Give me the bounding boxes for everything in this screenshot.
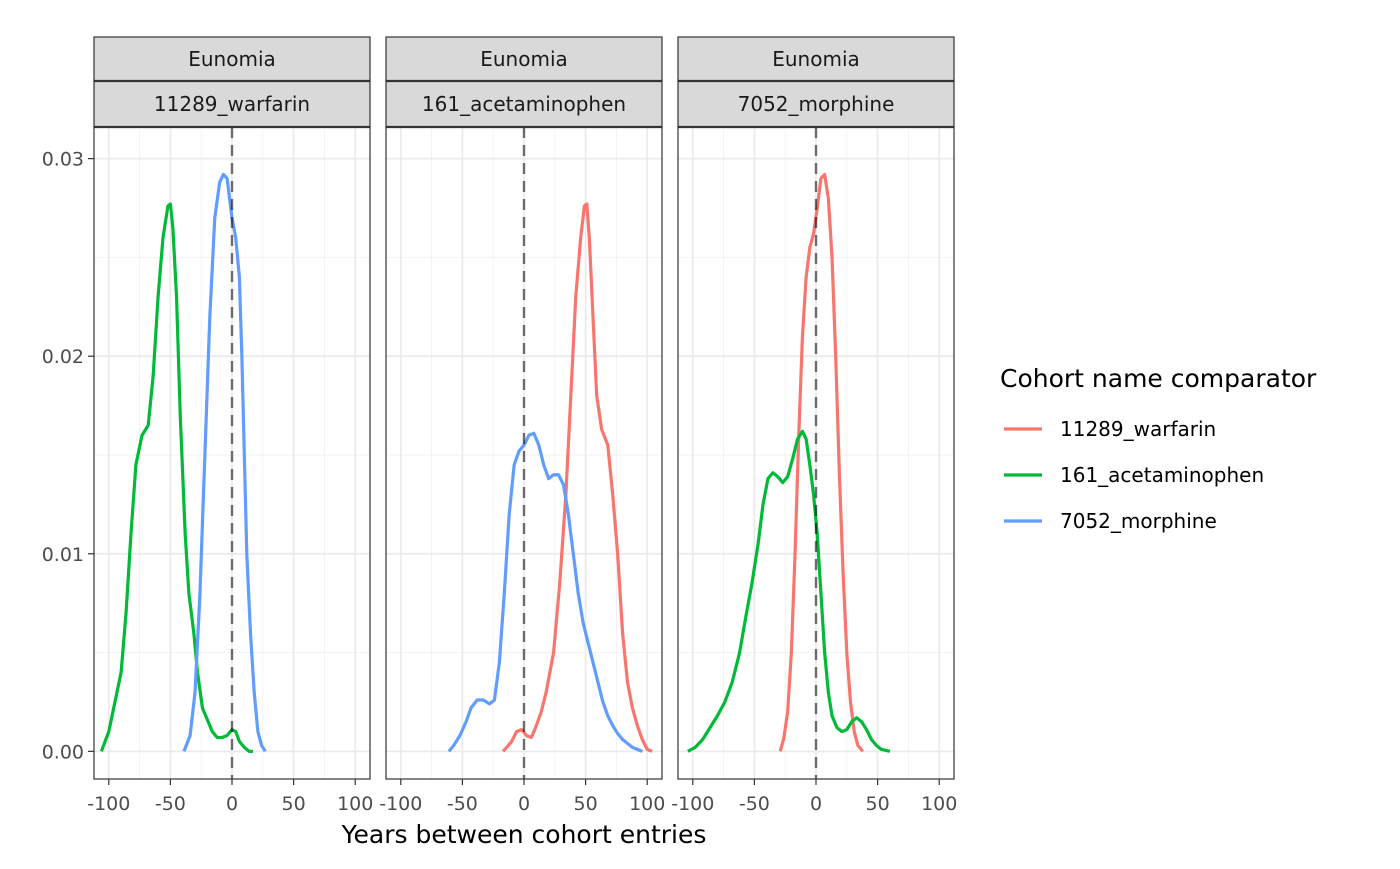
x-tick-label: -100 bbox=[379, 793, 422, 815]
x-tick-label: -50 bbox=[447, 793, 478, 815]
y-tick-label: 0.03 bbox=[42, 149, 84, 171]
density-line-161-acetaminophen bbox=[687, 429, 891, 753]
y-tick-label: 0.00 bbox=[42, 741, 84, 763]
strip-label-bottom: 7052_morphine bbox=[738, 92, 895, 116]
y-tick-label: 0.02 bbox=[42, 346, 84, 368]
x-tick-label: 100 bbox=[629, 793, 665, 815]
x-tick-label: 100 bbox=[337, 793, 373, 815]
density-line-11289-warfarin bbox=[778, 172, 865, 753]
x-tick-label: -50 bbox=[155, 793, 186, 815]
strip-bottom-background bbox=[385, 80, 663, 128]
density-line-11289-warfarin bbox=[501, 202, 653, 753]
x-tick-label: 0 bbox=[518, 793, 530, 815]
strip-label-bottom: 161_acetaminophen bbox=[422, 92, 626, 116]
x-tick-label: 50 bbox=[282, 793, 306, 815]
x-tick-label: 50 bbox=[866, 793, 890, 815]
legend-label-11289-warfarin: 11289_warfarin bbox=[1060, 417, 1216, 441]
x-tick-label: 100 bbox=[921, 793, 957, 815]
legend-label-7052-morphine: 7052_morphine bbox=[1060, 509, 1217, 533]
density-line-161-acetaminophen bbox=[99, 202, 253, 753]
x-tick-label: -100 bbox=[87, 793, 130, 815]
x-axis-title: Years between cohort entries bbox=[341, 820, 707, 849]
x-tick-label: 0 bbox=[810, 793, 822, 815]
strip-label-top: Eunomia bbox=[480, 47, 568, 71]
strip-label-top: Eunomia bbox=[188, 47, 276, 71]
strip-top-background bbox=[93, 36, 371, 82]
legend-label-161-acetaminophen: 161_acetaminophen bbox=[1060, 463, 1264, 487]
density-line-7052-morphine bbox=[447, 431, 643, 753]
strip-top-background bbox=[385, 36, 663, 82]
strip-label-top: Eunomia bbox=[772, 47, 860, 71]
x-tick-label: -50 bbox=[739, 793, 770, 815]
strip-label-bottom: 11289_warfarin bbox=[154, 92, 310, 116]
x-tick-label: -100 bbox=[671, 793, 714, 815]
strip-bottom-background bbox=[93, 80, 371, 128]
legend-title: Cohort name comparator bbox=[1000, 364, 1317, 393]
strip-top-background bbox=[677, 36, 955, 82]
y-tick-label: 0.01 bbox=[42, 544, 84, 566]
x-tick-label: 50 bbox=[574, 793, 598, 815]
x-tick-label: 0 bbox=[226, 793, 238, 815]
